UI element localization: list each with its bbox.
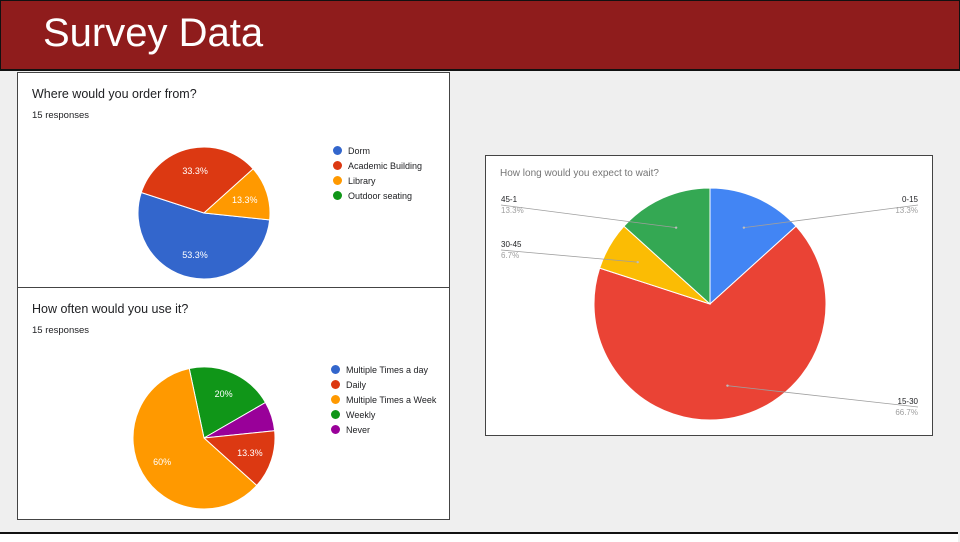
pie-chart-order-location: 53.3% 33.3% 13.3%	[137, 146, 271, 280]
chart-legend: Dorm Academic Building Library Outdoor seat…	[333, 143, 422, 203]
legend-label: Multiple Times a day	[346, 364, 429, 375]
chart-subtitle: 15 responses	[32, 325, 90, 336]
data-label-weekly: 20%	[215, 389, 233, 399]
data-label-daily: 13.3%	[237, 448, 263, 458]
chart-card-order-location: Where would you order from? 15 responses…	[17, 72, 450, 288]
legend-label: Never	[346, 424, 371, 435]
chart-title: How long would you expect to wait?	[500, 168, 659, 179]
callout-value-30-45: 6.7%	[501, 251, 519, 260]
pie-slice-academic-building	[140, 146, 254, 214]
pie-slice-15-30	[593, 225, 827, 421]
callout-name-15-30: 15-30	[898, 397, 919, 406]
legend-swatch	[331, 425, 340, 434]
legend-swatch	[331, 380, 340, 389]
legend-item-dorm: Dorm	[333, 143, 422, 158]
chart-title: How often would you use it?	[32, 302, 189, 316]
legend-item-multiple-times-a-week: Multiple Times a Week	[331, 392, 436, 407]
legend-swatch	[331, 365, 340, 374]
legend-swatch	[333, 161, 342, 170]
callout-dot-30-45	[636, 260, 639, 264]
callout-name-0-15: 0-15	[902, 195, 919, 204]
pie-slice-multiple-times-a-week	[132, 367, 258, 510]
callout-name-45-1: 45-1	[501, 195, 518, 204]
legend-item-daily: Daily	[331, 377, 436, 392]
slide-title: Survey Data	[43, 11, 264, 55]
legend-swatch	[333, 146, 342, 155]
pie-slice-weekly	[188, 366, 267, 439]
data-label-dorm: 53.3%	[182, 250, 208, 260]
callout-dot-15-30	[726, 384, 729, 387]
data-label-library: 13.3%	[232, 195, 258, 205]
chart-card-wait-time: How long would you expect to wait? 0-15 1…	[485, 155, 933, 436]
legend-label: Dorm	[348, 145, 370, 156]
callout-dot-45-1	[674, 226, 678, 229]
legend-label: Library	[348, 175, 376, 186]
legend-item-library: Library	[333, 173, 422, 188]
callout-dot-0-15	[742, 226, 746, 229]
legend-item-multiple-times-a-day: Multiple Times a day	[331, 362, 436, 377]
legend-label: Weekly	[346, 409, 376, 420]
pie-slice-dorm	[137, 191, 271, 280]
legend-label: Multiple Times a Week	[346, 394, 437, 405]
chart-title: Where would you order from?	[32, 87, 197, 101]
callout-name-30-45: 30-45	[501, 240, 522, 249]
pie-slice-0-15	[709, 187, 797, 306]
callout-line-15-30	[727, 385, 919, 408]
callout-value-15-30: 66.7%	[895, 408, 918, 417]
pie-slice-45-1	[623, 187, 711, 306]
callout-line-30-45	[500, 249, 638, 263]
legend-item-weekly: Weekly	[331, 407, 436, 422]
callout-value-0-15: 13.3%	[895, 206, 918, 215]
pie-slice-daily	[202, 430, 276, 487]
callout-line-0-15	[743, 204, 919, 229]
pie-chart-usage-frequency: 20% 13.3% 60%	[132, 366, 276, 510]
data-label-multiple-times-a-week: 60%	[153, 457, 171, 467]
data-label-academic-building: 33.3%	[182, 166, 208, 176]
legend-swatch	[333, 176, 342, 185]
legend-item-outdoor-seating: Outdoor seating	[333, 188, 422, 203]
legend-label: Outdoor seating	[348, 190, 413, 201]
legend-swatch	[331, 410, 340, 419]
legend-item-academic-building: Academic Building	[333, 158, 422, 173]
chart-legend: Multiple Times a day Daily Multiple Times …	[331, 362, 436, 437]
slide-footer-bar	[0, 532, 958, 542]
slide-header: Survey Data	[0, 0, 960, 71]
legend-label: Academic Building	[348, 160, 423, 171]
legend-item-never: Never	[331, 422, 436, 437]
legend-label: Daily	[346, 379, 367, 390]
legend-swatch	[331, 395, 340, 404]
legend-swatch	[333, 191, 342, 200]
chart-card-usage-frequency: How often would you use it? 15 responses…	[17, 287, 450, 520]
chart-subtitle: 15 responses	[32, 110, 90, 121]
callout-line-45-1	[500, 204, 677, 229]
pie-slice-library	[202, 168, 271, 221]
callout-value-45-1: 13.3%	[501, 206, 524, 215]
pie-chart-wait-time: 0-15 13.3% 15-30 66.7% 30-45 6.7% 45-1 13.3%	[500, 187, 919, 421]
